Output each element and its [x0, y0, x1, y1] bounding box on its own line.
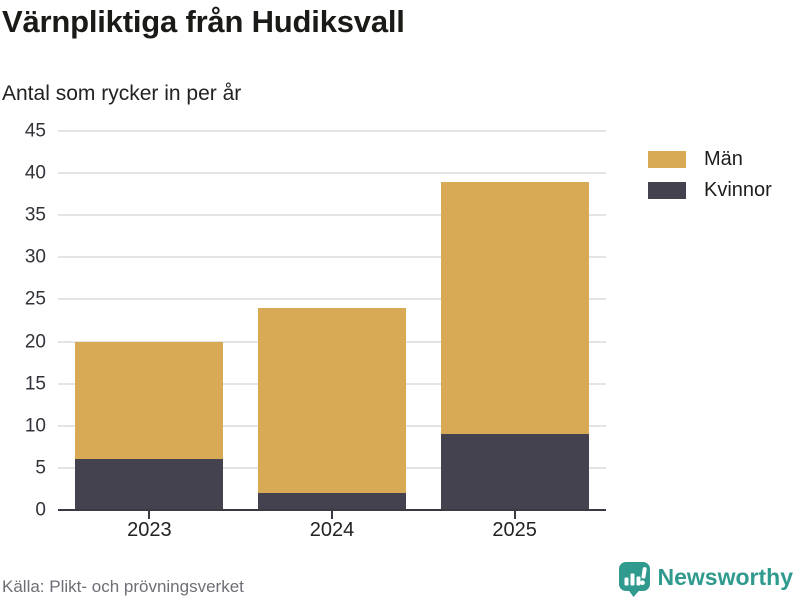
x-tick-label-2025: 2025 [492, 519, 537, 541]
legend-item-men: Män [648, 149, 772, 169]
plot-area [58, 130, 606, 511]
bar-2024 [258, 307, 406, 510]
legend-swatch-women [648, 181, 686, 199]
bar-segment-2024-män [258, 307, 406, 494]
x-tick-label-2023: 2023 [127, 519, 172, 541]
bar-2023 [75, 341, 224, 510]
chart-subtitle: Antal som rycker in per år [2, 82, 242, 105]
x-axis-labels: 2023 2024 2025 [58, 516, 606, 546]
x-tick-2025 [513, 511, 516, 519]
x-tick-2024 [331, 511, 333, 519]
gridline-40 [58, 172, 606, 175]
gridline-35 [58, 214, 606, 217]
newsworthy-logo[interactable]: Newsworthy [618, 562, 793, 597]
y-tick-label-15: 15 [24, 373, 46, 395]
legend-label-women: Kvinnor [704, 179, 772, 201]
y-tick-label-0: 0 [35, 499, 46, 521]
newsworthy-wordmark: Newsworthy [657, 564, 793, 590]
bar-segment-2025-män [440, 181, 589, 435]
y-tick-label-25: 25 [24, 288, 46, 310]
y-tick-label-30: 30 [24, 246, 46, 268]
y-tick-label-35: 35 [24, 204, 46, 226]
source-note: Källa: Plikt- och prövningsverket [2, 577, 244, 596]
gridline-30 [58, 256, 606, 259]
y-tick-label-20: 20 [24, 331, 46, 353]
x-tick-2023 [148, 511, 151, 519]
bar-segment-2023-kvinnor [75, 459, 224, 510]
y-axis-labels: 0 5 10 15 20 25 30 35 40 45 [0, 122, 46, 520]
y-tick-label-5: 5 [35, 457, 46, 479]
y-tick-label-45: 45 [24, 120, 46, 142]
x-axis-line [58, 509, 606, 511]
gridline-45 [58, 130, 606, 132]
legend-item-women: Kvinnor [648, 180, 772, 200]
legend-label-men: Män [704, 148, 743, 170]
legend: Män Kvinnor [648, 149, 772, 200]
x-tick-label-2024: 2024 [309, 519, 355, 541]
bar-2025 [440, 181, 589, 510]
bar-segment-2023-män [75, 341, 224, 460]
x-axis-ticks [58, 131, 606, 519]
legend-swatch-men [648, 150, 686, 168]
bar-segment-2024-kvinnor [258, 493, 406, 510]
y-tick-label-10: 10 [24, 415, 46, 437]
gridline-25 [58, 298, 606, 301]
bar-segment-2025-kvinnor [440, 434, 589, 510]
newsworthy-logo-icon [618, 562, 650, 597]
chart-title: Värnpliktiga från Hudiksvall [2, 4, 405, 39]
y-tick-label-40: 40 [24, 162, 46, 184]
